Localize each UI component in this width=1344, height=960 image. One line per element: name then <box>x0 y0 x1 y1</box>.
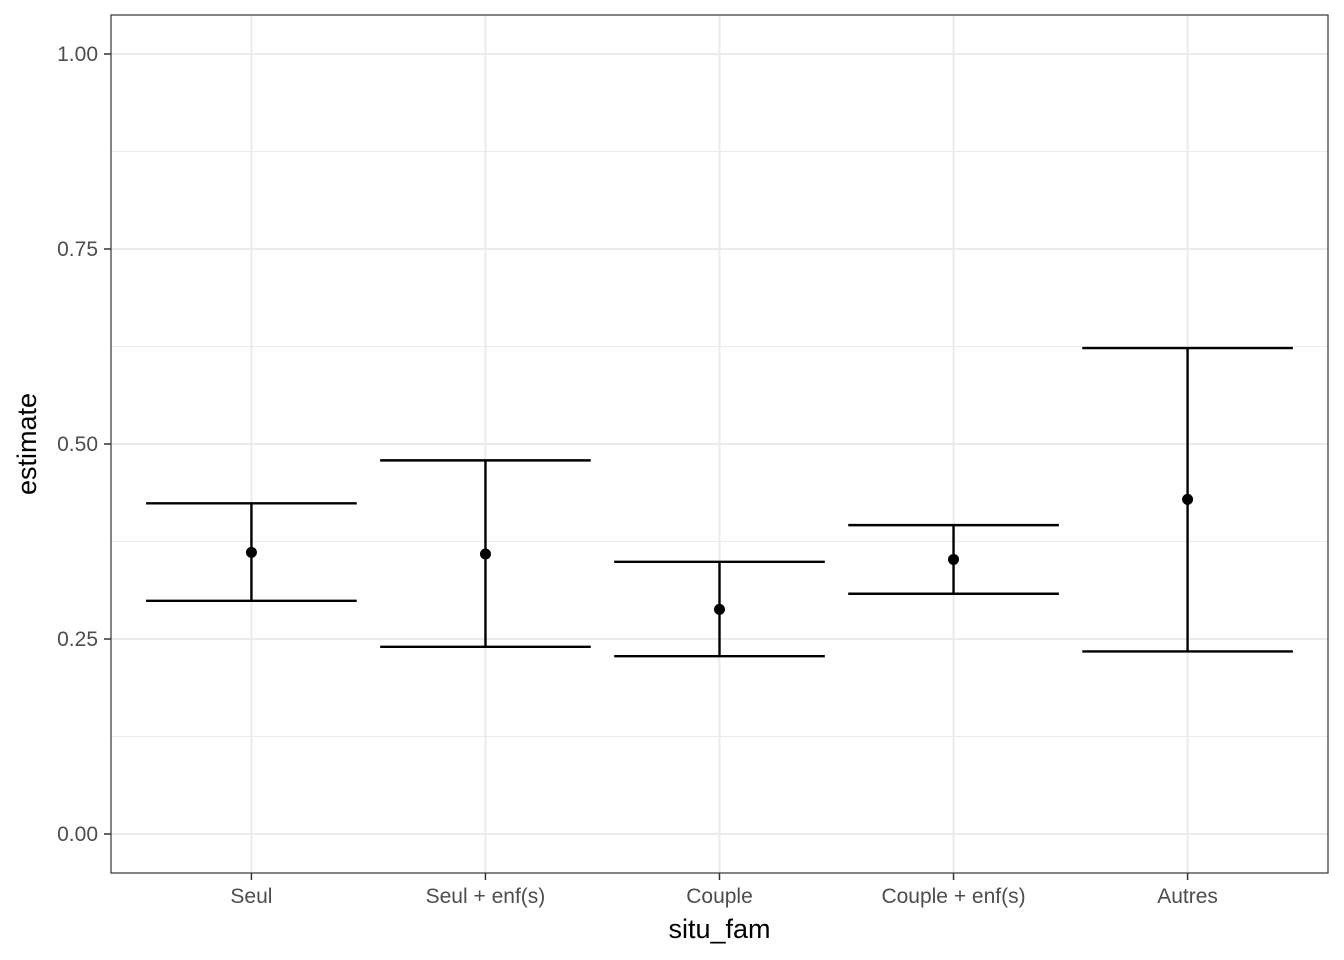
y-tick-label: 0.25 <box>57 628 98 651</box>
x-tick-label: Autres <box>1157 885 1218 908</box>
x-axis-title: situ_fam <box>668 914 770 944</box>
estimate-point <box>245 546 257 558</box>
x-tick-label: Couple <box>686 885 753 908</box>
y-axis-title: estimate <box>12 393 42 495</box>
y-axis: 0.00 0.25 0.50 0.75 1.00 <box>57 43 111 846</box>
estimate-point <box>948 553 960 565</box>
y-tick-label: 0.75 <box>57 238 98 261</box>
y-tick-label: 0.00 <box>57 823 98 846</box>
y-tick-label: 1.00 <box>57 43 98 66</box>
estimate-points <box>245 493 1194 615</box>
x-tick-label: Couple + enf(s) <box>881 885 1025 908</box>
x-tick-label: Seul + enf(s) <box>426 885 546 908</box>
y-tick-label: 0.50 <box>57 433 98 456</box>
estimate-point <box>1182 493 1194 505</box>
estimate-point <box>479 548 491 560</box>
x-tick-label: Seul <box>230 885 272 908</box>
estimate-point <box>714 603 725 615</box>
x-axis: Seul Seul + enf(s) Couple Couple + enf(s) Au… <box>230 873 1218 908</box>
